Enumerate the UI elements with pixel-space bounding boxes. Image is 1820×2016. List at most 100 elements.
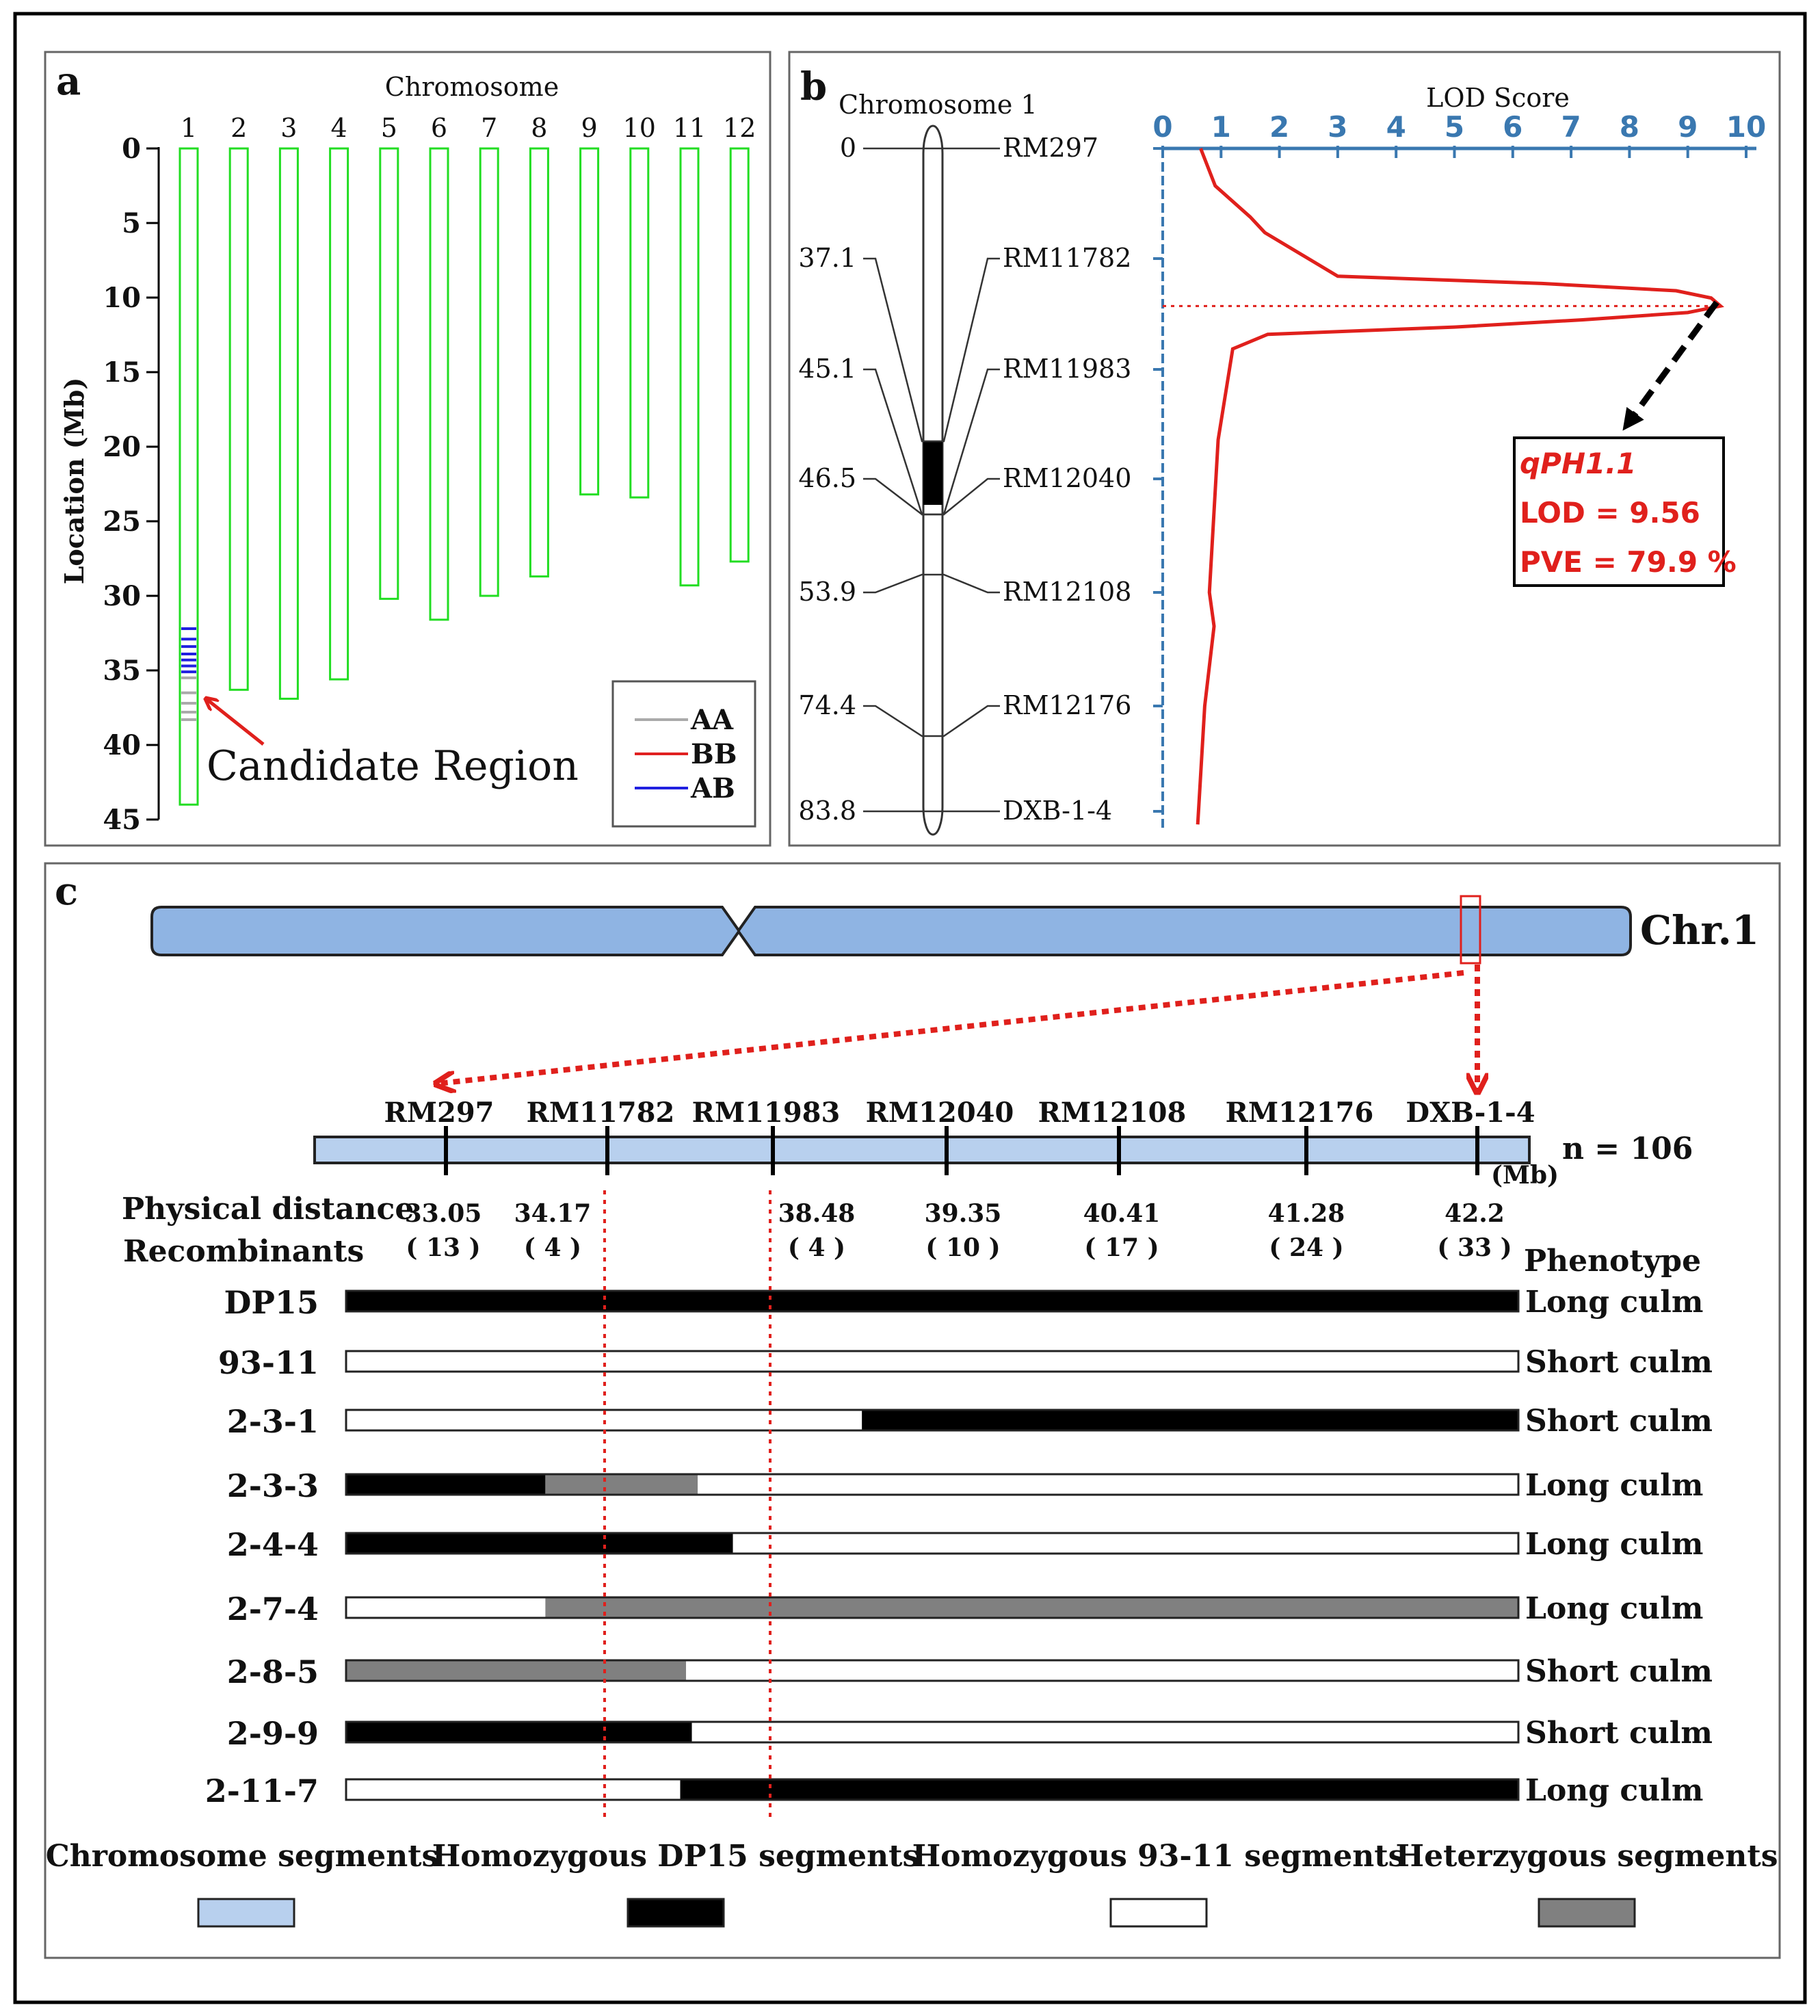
chromosome-bar [329,147,350,681]
segment-legend-label: Chromosome segments [46,1839,439,1874]
marker-connector [863,257,1000,443]
chromosome-bar [729,147,750,563]
lod-tick-label: 4 [1386,110,1406,144]
recombinant-count: ( 33 ) [1437,1233,1512,1262]
panel-b-letter: b [800,64,827,109]
chromosome-bar [679,147,700,587]
chromosome-number-label: 7 [481,113,497,143]
line-name: 2-4-4 [227,1526,319,1563]
genotype-segment [346,1779,681,1800]
legend-label: BB [691,738,737,770]
chromosome-bar [379,147,399,600]
qtl-lod: LOD = 9.56 [1520,496,1700,529]
chromosome-bar [629,147,650,499]
lod-tick-label: 10 [1726,110,1766,144]
genotype-segment [545,1597,1518,1618]
lod-axis-title: LOD Score [1426,83,1570,113]
marker-name-label: RM11782 [1003,243,1131,273]
genotype-segment [346,1474,546,1495]
chromosome-bar [228,147,249,691]
y-tick-label: 35 [103,655,141,687]
chromosome-bar [479,147,499,597]
zoom-arrow-left [438,970,1464,1084]
chromosome-number-label: 12 [723,113,756,143]
lod-curve [1196,148,1724,825]
zoom-region-box [1460,895,1481,965]
chromosome-number-label: 2 [230,113,247,143]
lod-tick-label: 7 [1561,110,1581,144]
chromosome-bar [579,147,600,496]
legend-label: AA [690,704,734,736]
chromosome-number-label: 9 [581,113,598,143]
panel-c: c Chr.1 RM297 RM11782 RM11983 RM12040 RM1210… [44,862,1781,1959]
line-name: 93-11 [218,1344,319,1381]
genotype-segment [545,1474,698,1495]
chromosome-number-label: 6 [431,113,447,143]
line-name: 2-8-5 [227,1653,319,1690]
genotype-segment [680,1779,1518,1800]
genotype-segment [691,1722,1518,1742]
genotype-bar-outline [345,1350,1520,1373]
line-name: 2-11-7 [205,1772,319,1809]
physical-distance-value: 38.48 [778,1199,856,1228]
physical-distance-value: 34.17 [514,1199,592,1228]
segment-legend-label: Homozygous 93-11 segments [912,1839,1406,1874]
linkage-map-title: Chromosome 1 [839,90,1038,120]
marker-cm-label: 83.8 [798,796,856,826]
segment-legend-swatch [627,1898,725,1928]
chromosome-label: Chr.1 [1640,907,1759,954]
marker-cm-label: 53.9 [798,577,856,607]
marker-name-label: RM12040 [1003,463,1131,493]
genotype-bar-outline [345,1720,1520,1744]
panel-a-title: Chromosome [385,72,559,102]
genotype-segment [346,1351,1518,1372]
segment-legend-swatch [1109,1898,1208,1928]
line-name: 2-3-1 [227,1403,319,1440]
fine-map-marker-label: RM12176 [1226,1097,1374,1129]
recombinants-label: Recombinants [123,1234,364,1269]
genotype-segment [346,1660,687,1681]
genotype-segment [862,1410,1518,1430]
chromosome-bar [429,147,449,621]
marker-cm-label: 46.5 [798,463,856,493]
y-tick-label: 20 [103,431,141,463]
y-tick-label: 0 [122,133,141,165]
chromosome-bar [278,147,299,700]
physical-distance-value: 41.28 [1268,1199,1345,1228]
panel-a: a Chromosome Location (Mb) 0510152025303… [44,51,771,847]
lod-tick-label: 1 [1211,110,1231,144]
recombinant-count: ( 4 ) [788,1233,845,1262]
phenotype-label: Short culm [1525,1654,1713,1689]
phenotype-header: Phenotype [1524,1244,1701,1279]
genotype-segment [346,1597,546,1618]
panel-c-letter: c [55,869,78,914]
physical-distance-value: 42.2 [1445,1199,1505,1228]
marker-connector [863,573,1000,594]
genotype-segment [698,1474,1519,1495]
lod-tick-label: 5 [1445,110,1464,144]
genotype-segment [346,1291,1518,1311]
qtl-pve: PVE = 79.9 % [1520,545,1737,579]
y-tick-label: 45 [103,804,141,836]
physical-distance-label: Physical distance [122,1192,414,1227]
line-name: 2-3-3 [227,1467,319,1504]
marker-connector [863,477,1000,516]
candidate-region-label: Candidate Region [207,742,579,790]
lod-tick-label: 2 [1269,110,1289,144]
chromosome-number-label: 5 [381,113,397,143]
phenotype-label: Long culm [1525,1285,1703,1320]
qtl-name: qPH1.1 [1520,447,1636,480]
phenotype-label: Short culm [1525,1716,1713,1751]
marker-name-label: RM12176 [1003,690,1131,720]
genotype-segment [733,1533,1518,1554]
panel-b: b Chromosome 1 LOD Score 0 RM297 37.1 RM117… [788,51,1781,847]
panel-c-border [44,862,1781,1959]
legend-label: AB [690,772,735,804]
qtl-interval-block [923,442,942,505]
panel-a-border [44,51,771,847]
line-name: 2-7-4 [227,1590,319,1627]
genotype-bar-outline [345,1409,1520,1432]
segment-legend-swatch [1538,1898,1636,1928]
chromosome-1-ideogram [150,906,1632,956]
